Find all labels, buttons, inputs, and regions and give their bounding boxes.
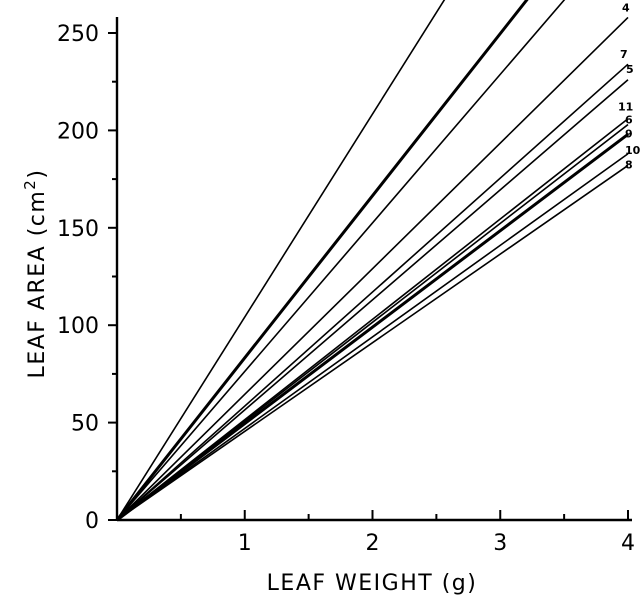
axes [115,17,632,522]
series-label-10: 10 [625,144,640,157]
y-tick-label: 200 [57,119,99,144]
series-line-9 [116,133,629,522]
y-tick-label: 150 [57,217,99,242]
x-axis-title: LEAF WEIGHT (g) [267,571,478,596]
series-line-3 [115,0,529,521]
series-line-4 [116,16,629,521]
series-line-8 [116,164,629,521]
series-labels: 231214751169108 [618,1,640,171]
ticks: 0 50 100 150 200 250 1 2 3 4 [57,22,635,556]
y-tick-label: 50 [71,412,99,437]
series [115,0,629,522]
series-line-7 [116,63,629,521]
series-line-10 [116,153,629,521]
y-tick-label: 250 [57,22,99,47]
series-label-4: 4 [622,1,630,14]
y-axis-title: LEAF AREA (cm2) [21,169,50,379]
y-tick-label: 0 [85,509,99,534]
x-tick-label: 1 [238,531,252,556]
x-tick-label: 2 [366,531,380,556]
series-label-8: 8 [625,158,633,171]
series-line-1 [116,0,566,521]
series-label-9: 9 [625,127,633,140]
series-label-11: 11 [618,101,633,114]
series-line-5 [116,79,629,521]
y-tick-label: 100 [57,314,99,339]
y-axis-title-superscript: 2 [21,179,39,190]
series-line-2 [116,0,446,521]
series-line-12 [116,0,528,521]
y-axis-title-text: LEAF AREA (cm [25,190,50,379]
y-axis-title-close: ) [25,169,50,179]
x-tick-label: 4 [621,531,635,556]
x-tick-label: 3 [493,531,507,556]
series-label-6: 6 [625,114,633,127]
series-label-5: 5 [626,63,634,76]
series-label-7: 7 [620,48,628,61]
